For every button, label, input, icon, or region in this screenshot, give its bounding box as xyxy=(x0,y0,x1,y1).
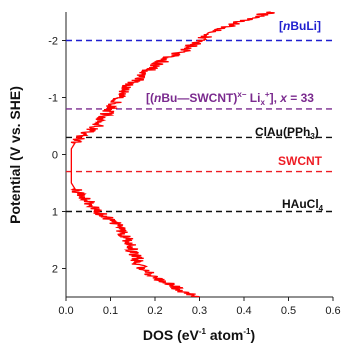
nbuli-label: [nBuLi] xyxy=(279,19,321,33)
y-tick-label: 0 xyxy=(52,150,58,162)
x-tick-label: 0.5 xyxy=(281,305,296,317)
x-axis-title: DOS (eV-1 atom-1) xyxy=(143,327,255,343)
x-tick-label: 0.4 xyxy=(236,305,251,317)
x-tick-label: 0.0 xyxy=(58,305,73,317)
y-tick-label: 1 xyxy=(52,207,58,219)
y-tick-label: -2 xyxy=(48,36,58,48)
x-tick-label: 0.6 xyxy=(325,305,340,317)
nbu-swcnt-label: [(nBu—SWCNT)x− Lix+], x = 33 xyxy=(146,90,314,107)
x-tick-label: 0.1 xyxy=(103,305,118,317)
swcnt-label: SWCNT xyxy=(278,154,323,168)
claupph3-label: ClAu(PPh3) xyxy=(255,125,319,141)
haucl4-label: HAuCl4 xyxy=(282,197,324,213)
x-tick-label: 0.3 xyxy=(192,305,207,317)
dos-series-line xyxy=(70,11,275,298)
y-axis-title: Potential (V vs. SHE) xyxy=(7,86,23,224)
y-tick-label: 2 xyxy=(52,264,58,276)
y-tick-label: -1 xyxy=(48,93,58,105)
x-tick-label: 0.2 xyxy=(147,305,162,317)
